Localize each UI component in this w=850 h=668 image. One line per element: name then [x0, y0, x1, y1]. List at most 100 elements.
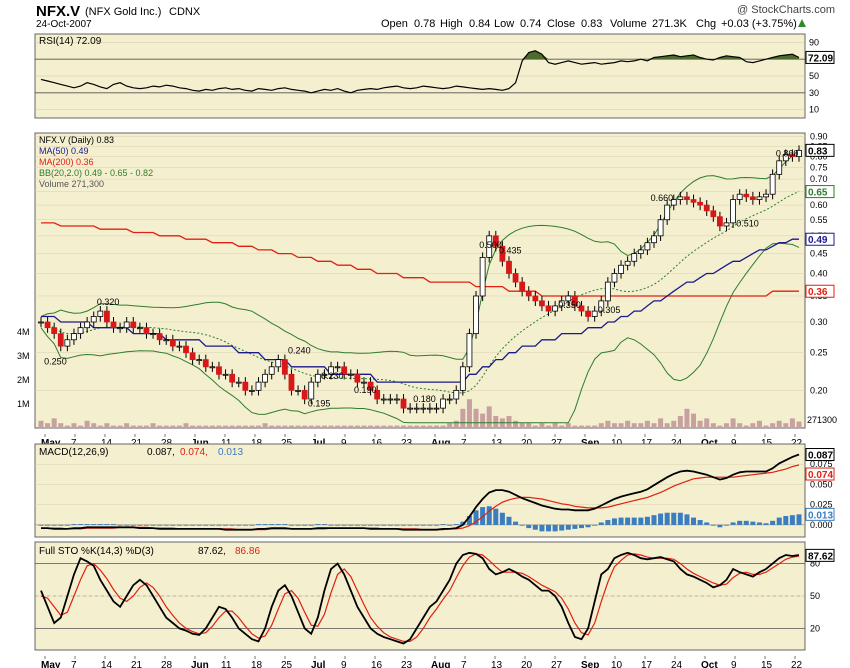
volume-bar: [506, 416, 512, 428]
volume-bar: [723, 423, 729, 428]
price-legend-item: MA(50) 0.49: [39, 146, 89, 156]
volume-bar: [269, 425, 275, 428]
candle-body: [400, 398, 407, 409]
sto-legend: Full STO %K(14,3) %D(3) 87.62, 86.86: [39, 546, 260, 557]
price-panel: 0.900.850.800.750.700.650.600.550.500.45…: [17, 132, 837, 429]
rsi-tick-label: 90: [809, 37, 819, 47]
macd-histogram-bar: [374, 524, 380, 526]
candle-body: [354, 373, 361, 383]
volume-bar: [605, 420, 611, 428]
x-tick-label: 27: [551, 660, 563, 668]
price-tick-label: 0.60: [810, 200, 828, 210]
macd-histogram-bar: [546, 524, 552, 532]
price-annotation: 0.180: [413, 394, 436, 404]
volume-bar: [183, 423, 189, 428]
sto-legend-d: 86.86: [235, 546, 260, 557]
candle-body: [730, 199, 736, 224]
volume-bar: [664, 423, 670, 428]
candle-body: [321, 373, 328, 376]
volume-bar: [354, 425, 360, 428]
price-tick-label: 0.25: [810, 348, 828, 358]
candle-body: [585, 310, 591, 317]
price-tick-label: 0.40: [810, 268, 828, 278]
macd-value-tag-text: 0.087: [808, 451, 833, 462]
close-value: 0.83: [581, 18, 602, 30]
volume-bar: [236, 425, 242, 428]
candle-body: [130, 321, 137, 329]
macd-histogram-bar: [348, 524, 354, 526]
candle-body: [196, 359, 203, 362]
macd-histogram-bar: [453, 524, 459, 525]
volume-bar: [374, 425, 380, 428]
macd-histogram-bar: [176, 524, 182, 526]
macd-tick-label: 0.025: [810, 500, 833, 510]
x-tick-label: 21: [131, 660, 143, 668]
candle-body: [492, 235, 499, 247]
price-annotation: 0.190: [354, 385, 377, 395]
macd-histogram-bar: [64, 524, 70, 526]
candle-body: [328, 366, 334, 375]
macd-tick-label: 0.075: [810, 459, 833, 469]
volume-bar: [78, 425, 84, 428]
volume-bar: [341, 425, 347, 428]
macd-histogram-bar: [598, 522, 604, 525]
candle-body: [229, 373, 236, 383]
price-annotation: 0.860: [776, 148, 799, 158]
macd-histogram-bar: [526, 524, 532, 529]
candle-body: [222, 373, 229, 376]
candle-body: [341, 366, 348, 375]
macd-panel: 0.075 0.050 0.025 0.000 MACD(12,26,9) 0.087,…: [34, 443, 835, 538]
price-tick-label: 0.30: [810, 317, 828, 327]
macd-histogram-bar: [335, 524, 341, 526]
candle-body: [84, 321, 91, 329]
candle-body: [657, 219, 664, 237]
price-tag: 0.65: [805, 185, 835, 199]
price-tag-box: [805, 143, 835, 157]
volume-bar: [552, 423, 558, 428]
price-legend-item: NFX.V (Daily) 0.83: [39, 135, 114, 145]
macd-histogram-bar: [460, 521, 466, 525]
candle-body: [677, 196, 684, 200]
candle-body: [433, 407, 440, 410]
candle-body: [670, 199, 677, 206]
macd-histogram-bar: [513, 521, 519, 525]
candle-body: [796, 149, 802, 157]
candle-body: [525, 290, 532, 297]
macd-histogram-bar: [532, 524, 538, 530]
candle-body: [512, 273, 519, 283]
macd-hist-tag: 0.013: [805, 507, 835, 521]
volume-bar: [440, 425, 446, 428]
macd-histogram-bar: [717, 524, 723, 528]
macd-histogram-bar: [236, 524, 242, 526]
macd-histogram-bar: [539, 524, 545, 532]
candle-body: [361, 381, 367, 384]
price-tag-text: 0.36: [808, 287, 828, 298]
candle-body: [420, 407, 427, 410]
macd-histogram-bar: [440, 524, 446, 525]
macd-histogram-bar: [78, 524, 84, 525]
macd-histogram-bar: [710, 524, 716, 526]
x-tick-label: 14: [101, 660, 113, 668]
volume-bar: [789, 418, 795, 428]
rsi-last-tag-box: [805, 50, 835, 64]
candle-body: [262, 373, 269, 383]
macd-hist-tag-box: [805, 507, 835, 521]
candle-body: [539, 300, 545, 307]
bb-lower-line: [40, 242, 800, 424]
company-label: (NFX Gold Inc.): [85, 6, 161, 18]
rsi-tick-label: 50: [809, 71, 819, 81]
candle-body: [44, 321, 51, 329]
candle-body: [459, 366, 466, 391]
macd-histogram-bar: [605, 520, 611, 525]
volume-bar: [598, 423, 604, 428]
volume-bar: [519, 423, 525, 428]
macd-histogram-bar: [559, 524, 565, 531]
macd-histogram-bar: [354, 524, 360, 526]
price-tick-label: 0.70: [810, 174, 828, 184]
x-tick-label: May: [41, 660, 61, 668]
macd-histogram-bar: [223, 524, 229, 526]
candle-body: [268, 366, 275, 375]
price-annotation: 0.660: [651, 193, 674, 203]
candle-body: [769, 173, 776, 195]
x-tick-label: 20: [521, 660, 533, 668]
